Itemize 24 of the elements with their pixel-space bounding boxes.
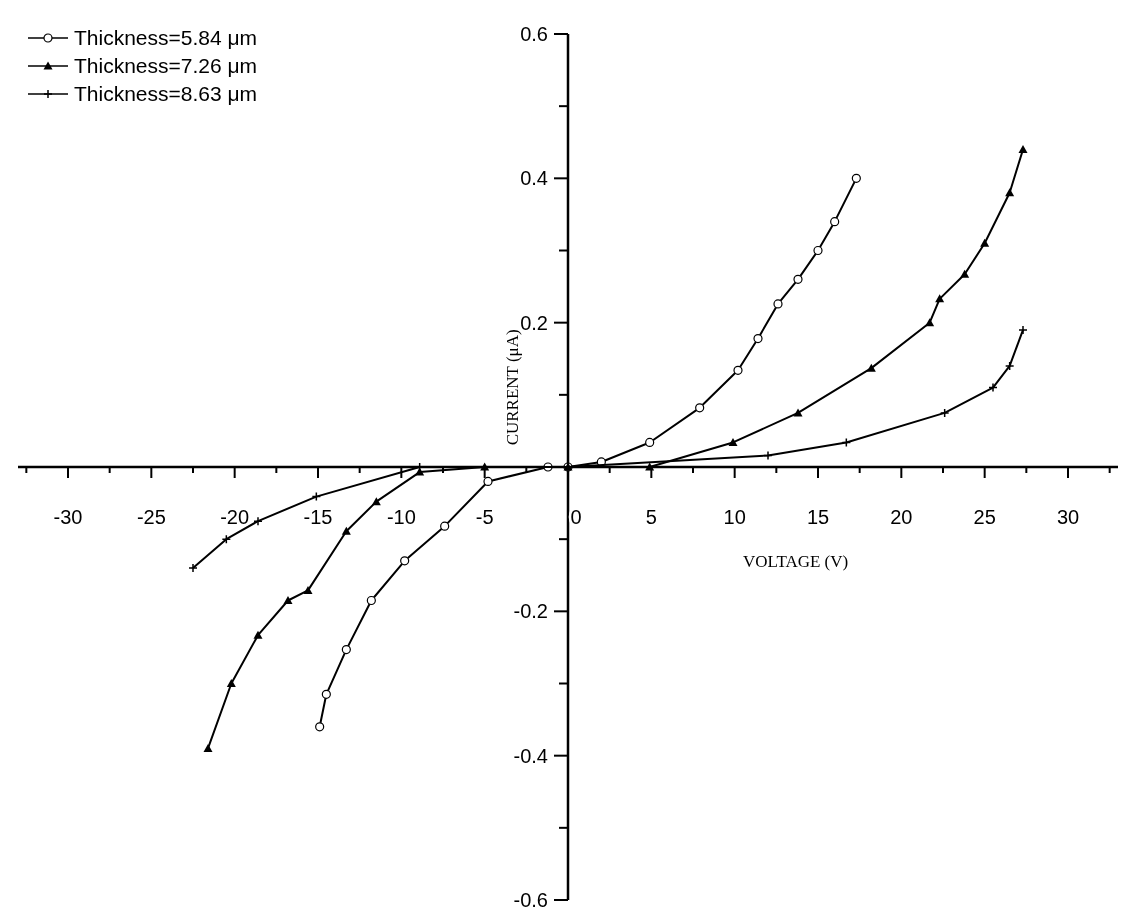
y-tick-label: 0.4 [520, 167, 548, 190]
x-tick-label: 20 [890, 506, 913, 528]
x-tick-label: -20 [220, 506, 250, 528]
x-tick-label: 5 [645, 506, 657, 528]
x-axis-title: VOLTAGE (V) [743, 552, 849, 571]
y-tick-label: -0.4 [513, 744, 548, 767]
legend-label: Thickness=8.63 μm [74, 82, 258, 105]
legend-label: Thickness=7.26 μm [74, 54, 258, 77]
y-tick-label: 0.2 [520, 311, 548, 334]
x-tick-label: -30 [53, 506, 83, 528]
y-tick-label: 0.6 [520, 23, 548, 45]
x-tick-label: -10 [386, 506, 416, 528]
x-tick-label: 10 [723, 506, 746, 528]
legend-label: Thickness=5.84 μm [74, 26, 258, 49]
y-tick-label: -0.6 [513, 889, 548, 908]
x-tick-label: -5 [475, 506, 494, 528]
y-tick-label: -0.2 [513, 600, 548, 623]
x-tick-label: 0 [570, 506, 582, 528]
x-tick-label: 25 [973, 506, 996, 528]
x-tick-label: -25 [136, 506, 166, 528]
x-tick-label: 15 [806, 506, 830, 528]
y-axis-title: CURRENT (μA) [503, 329, 522, 446]
x-tick-label: -15 [303, 506, 333, 528]
x-tick-label: 30 [1056, 506, 1080, 528]
